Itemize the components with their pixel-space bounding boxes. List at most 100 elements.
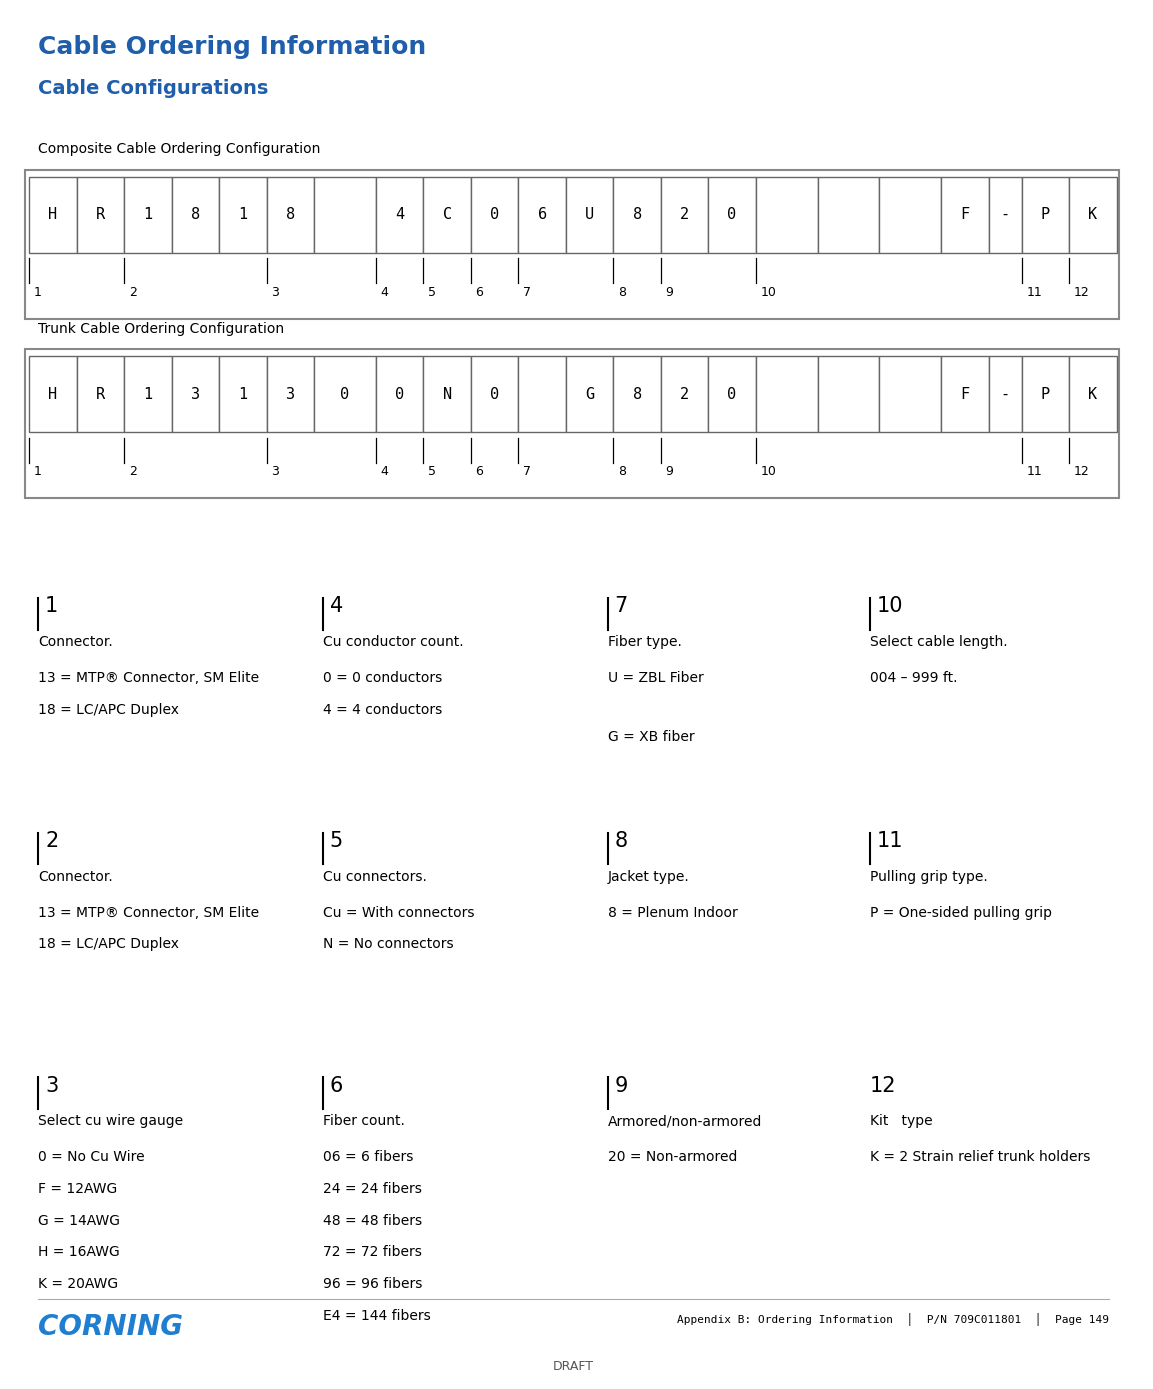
Text: 4: 4 xyxy=(330,596,344,617)
Text: Fiber type.: Fiber type. xyxy=(608,635,681,649)
FancyBboxPatch shape xyxy=(125,356,172,432)
Text: 11: 11 xyxy=(876,831,903,851)
FancyBboxPatch shape xyxy=(314,356,376,432)
Text: 18 = LC/APC Duplex: 18 = LC/APC Duplex xyxy=(38,703,180,717)
Text: 5: 5 xyxy=(330,831,344,851)
Text: 12: 12 xyxy=(1073,465,1090,478)
Text: Fiber count.: Fiber count. xyxy=(323,1114,405,1128)
Text: 12: 12 xyxy=(869,1075,896,1096)
Text: 11: 11 xyxy=(1026,286,1042,299)
Text: 1: 1 xyxy=(33,286,42,299)
Text: G: G xyxy=(585,386,594,401)
Text: -: - xyxy=(1001,207,1010,222)
FancyBboxPatch shape xyxy=(470,176,519,253)
FancyBboxPatch shape xyxy=(314,176,376,253)
Text: 9: 9 xyxy=(615,1075,628,1096)
Text: CORNING: CORNING xyxy=(38,1313,183,1340)
Text: Kit   type: Kit type xyxy=(869,1114,933,1128)
Text: Jacket type.: Jacket type. xyxy=(608,870,689,883)
FancyBboxPatch shape xyxy=(519,176,566,253)
Text: 24 = 24 fibers: 24 = 24 fibers xyxy=(323,1182,422,1196)
Text: 12: 12 xyxy=(1073,286,1090,299)
FancyBboxPatch shape xyxy=(566,356,613,432)
FancyBboxPatch shape xyxy=(519,356,566,432)
Text: 004 – 999 ft.: 004 – 999 ft. xyxy=(869,671,957,685)
Text: C: C xyxy=(443,207,452,222)
FancyBboxPatch shape xyxy=(988,176,1022,253)
Text: 6: 6 xyxy=(330,1075,344,1096)
Text: 6: 6 xyxy=(537,207,547,222)
Text: U: U xyxy=(585,207,594,222)
Text: Connector.: Connector. xyxy=(38,870,113,883)
Text: H: H xyxy=(48,386,58,401)
Text: 0: 0 xyxy=(340,386,349,401)
Text: 6: 6 xyxy=(475,465,483,478)
Text: -: - xyxy=(1001,386,1010,401)
FancyBboxPatch shape xyxy=(566,176,613,253)
Text: 3: 3 xyxy=(286,386,295,401)
Text: 06 = 6 fibers: 06 = 6 fibers xyxy=(323,1150,414,1164)
Text: Pulling grip type.: Pulling grip type. xyxy=(869,870,987,883)
Text: 2: 2 xyxy=(680,207,689,222)
Text: 8: 8 xyxy=(286,207,295,222)
FancyBboxPatch shape xyxy=(613,356,661,432)
Text: 7: 7 xyxy=(523,286,530,299)
Text: 1: 1 xyxy=(239,386,248,401)
Text: 2: 2 xyxy=(45,831,59,851)
FancyBboxPatch shape xyxy=(756,356,817,432)
FancyBboxPatch shape xyxy=(77,176,125,253)
Text: 10: 10 xyxy=(760,286,776,299)
Text: 3: 3 xyxy=(271,286,279,299)
FancyBboxPatch shape xyxy=(266,176,314,253)
FancyBboxPatch shape xyxy=(1069,176,1117,253)
Text: Select cu wire gauge: Select cu wire gauge xyxy=(38,1114,183,1128)
Text: 11: 11 xyxy=(1026,465,1042,478)
FancyBboxPatch shape xyxy=(470,356,519,432)
FancyBboxPatch shape xyxy=(661,356,708,432)
FancyBboxPatch shape xyxy=(423,356,470,432)
Text: 0: 0 xyxy=(395,386,405,401)
Text: Cable Ordering Information: Cable Ordering Information xyxy=(38,35,427,58)
Text: 5: 5 xyxy=(428,465,436,478)
Text: K = 2 Strain relief trunk holders: K = 2 Strain relief trunk holders xyxy=(869,1150,1090,1164)
FancyBboxPatch shape xyxy=(77,356,125,432)
Text: 7: 7 xyxy=(523,465,530,478)
FancyBboxPatch shape xyxy=(172,356,219,432)
Text: 1: 1 xyxy=(239,207,248,222)
FancyBboxPatch shape xyxy=(708,356,756,432)
Text: 3: 3 xyxy=(45,1075,59,1096)
FancyBboxPatch shape xyxy=(880,356,941,432)
Text: P: P xyxy=(1041,207,1050,222)
Text: 0 = No Cu Wire: 0 = No Cu Wire xyxy=(38,1150,145,1164)
Text: Select cable length.: Select cable length. xyxy=(869,635,1008,649)
Text: Composite Cable Ordering Configuration: Composite Cable Ordering Configuration xyxy=(38,142,321,156)
Text: 1: 1 xyxy=(33,465,42,478)
Text: 10: 10 xyxy=(876,596,903,617)
FancyBboxPatch shape xyxy=(613,176,661,253)
Text: P: P xyxy=(1041,386,1050,401)
FancyBboxPatch shape xyxy=(661,176,708,253)
FancyBboxPatch shape xyxy=(708,176,756,253)
FancyBboxPatch shape xyxy=(125,176,172,253)
FancyBboxPatch shape xyxy=(219,356,266,432)
Text: 8: 8 xyxy=(615,831,627,851)
Text: H: H xyxy=(48,207,58,222)
Text: 8: 8 xyxy=(633,207,642,222)
Text: P = One-sided pulling grip: P = One-sided pulling grip xyxy=(869,906,1052,920)
Text: 48 = 48 fibers: 48 = 48 fibers xyxy=(323,1214,422,1228)
Text: DRAFT: DRAFT xyxy=(553,1360,594,1372)
FancyBboxPatch shape xyxy=(817,356,880,432)
Text: 8: 8 xyxy=(191,207,199,222)
Text: 5: 5 xyxy=(428,286,436,299)
Text: R: R xyxy=(96,207,105,222)
Text: 13 = MTP® Connector, SM Elite: 13 = MTP® Connector, SM Elite xyxy=(38,906,259,920)
Text: G = 14AWG: G = 14AWG xyxy=(38,1214,120,1228)
Text: 0: 0 xyxy=(728,207,737,222)
Text: R: R xyxy=(96,386,105,401)
Text: 72 = 72 fibers: 72 = 72 fibers xyxy=(323,1246,422,1260)
Text: 2: 2 xyxy=(680,386,689,401)
Text: 10: 10 xyxy=(760,465,776,478)
Text: 1: 1 xyxy=(143,207,152,222)
Text: K = 20AWG: K = 20AWG xyxy=(38,1276,119,1292)
Text: Cable Configurations: Cable Configurations xyxy=(38,79,269,97)
